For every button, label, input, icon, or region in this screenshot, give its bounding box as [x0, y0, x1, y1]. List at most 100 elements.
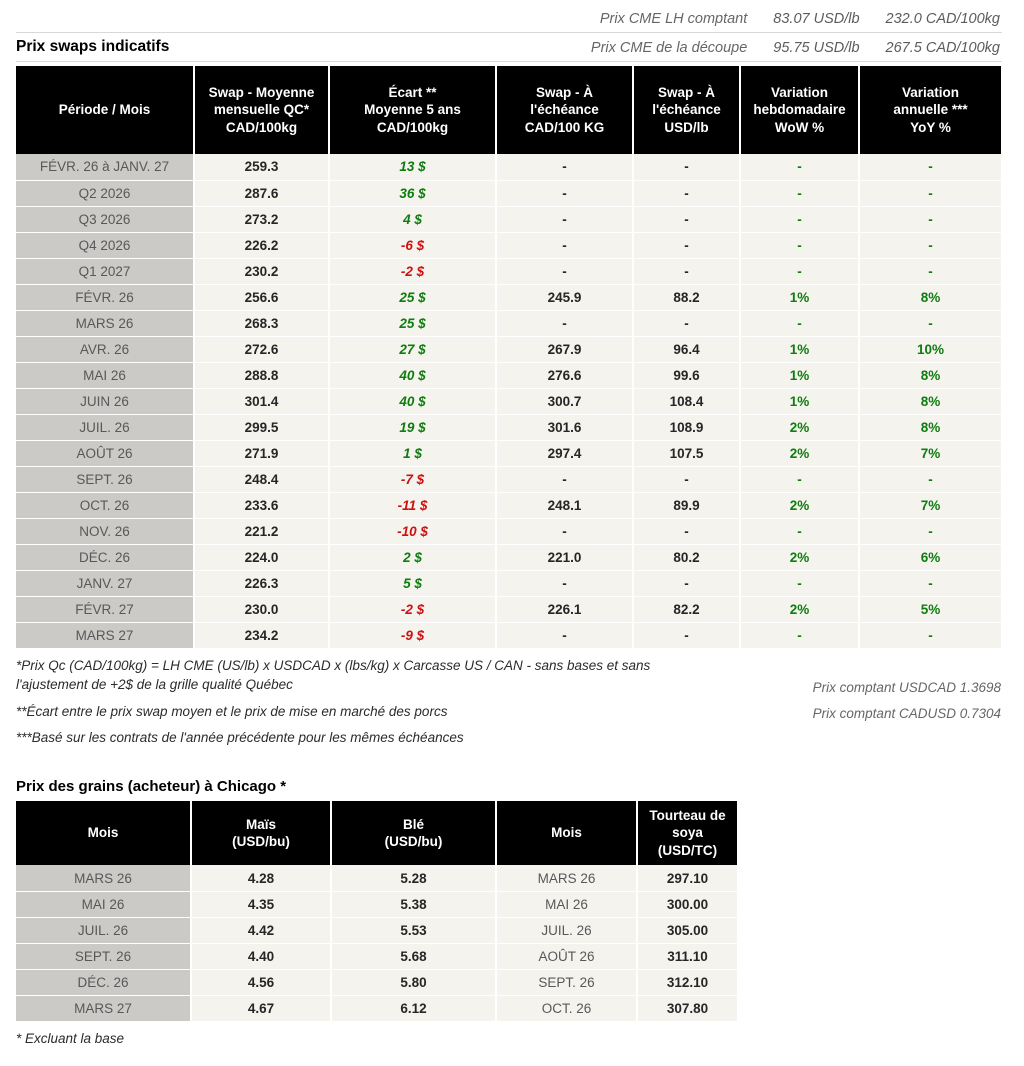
title-and-cutout-line: Prix swaps indicatifs Prix CME de la déc… [16, 33, 1002, 62]
soymeal-cell: 305.00 [637, 917, 737, 944]
swaps-table-row: AOÛT 26 271.9 1 $297.4 107.5 2% 7% [16, 440, 1001, 467]
swaps-table-row: Q1 2027 230.2 -2 $ - - - - [16, 258, 1001, 285]
ecart-cell: -7 $ [329, 466, 497, 493]
wow-cell: 2% [740, 492, 860, 519]
wow-cell: 1% [740, 362, 860, 389]
swap-avg-cell: 287.6 [194, 180, 330, 207]
grain-month2-cell: MAI 26 [496, 891, 638, 918]
grains-header-cell: Mois [16, 800, 192, 866]
grains-footnote: * Excluant la base [16, 1030, 125, 1046]
swap-expiry-cad-cell: - [496, 310, 634, 337]
ecart-cell: 19 $ [329, 414, 497, 441]
wow-cell: 1% [740, 284, 860, 311]
swaps-table-row: Q4 2026 226.2 -6 $ - - - - [16, 232, 1001, 259]
grains-title: Prix des grains (acheteur) à Chicago * [16, 777, 287, 795]
wow-cell: 2% [740, 596, 860, 623]
swap-expiry-usd-cell: - [633, 180, 741, 207]
grain-month2-cell: SEPT. 26 [496, 969, 638, 996]
corn-cell: 4.56 [191, 969, 332, 996]
swap-avg-cell: 301.4 [194, 388, 330, 415]
ecart-cell: -11 $ [329, 492, 497, 519]
swap-avg-cell: 248.4 [194, 466, 330, 493]
period-cell: AVR. 26 [16, 336, 195, 363]
swaps-table-row: AVR. 26 272.6 27 $267.9 96.4 1% 10% [16, 336, 1001, 363]
ecart-cell: 25 $ [329, 284, 497, 311]
grain-month2-cell: OCT. 26 [496, 995, 638, 1022]
footnote-row-1: *Prix Qc (CAD/100kg) = LH CME (US/lb) x … [16, 656, 1001, 695]
swap-expiry-usd-cell: 99.6 [633, 362, 741, 389]
swap-expiry-usd-cell: 108.9 [633, 414, 741, 441]
period-cell: DÉC. 26 [16, 544, 195, 571]
wheat-cell: 5.28 [331, 865, 497, 892]
period-cell: Q1 2027 [16, 258, 195, 285]
wow-cell: - [740, 258, 860, 285]
swap-expiry-cad-cell: 226.1 [496, 596, 634, 623]
grains-header-cell: Mois [496, 800, 638, 866]
period-cell: OCT. 26 [16, 492, 195, 519]
ecart-cell: 5 $ [329, 570, 497, 597]
period-cell: FÉVR. 26 à JANV. 27 [16, 154, 195, 181]
grain-month-cell: SEPT. 26 [16, 943, 192, 970]
period-cell: MARS 26 [16, 310, 195, 337]
swaps-footnotes: *Prix Qc (CAD/100kg) = LH CME (US/lb) x … [16, 656, 1001, 748]
yoy-cell: - [859, 570, 1001, 597]
cme-cutout-label: Prix CME de la découpe [590, 40, 748, 56]
swap-avg-cell: 226.3 [194, 570, 330, 597]
swap-expiry-usd-cell: - [633, 466, 741, 493]
wow-cell: - [740, 154, 860, 181]
wow-cell: - [740, 232, 860, 259]
ecart-cell: -10 $ [329, 518, 497, 545]
cme-cutout-usd: 95.75 USD/lb [773, 40, 860, 56]
swaps-header-cell: Période / Mois [16, 66, 195, 154]
cme-spot-label: Prix CME LH comptant [599, 11, 748, 27]
swaps-table-row: MARS 27 234.2 -9 $ - - - - [16, 622, 1001, 649]
yoy-cell: - [859, 466, 1001, 493]
swap-expiry-cad-cell: - [496, 232, 634, 259]
period-cell: Q2 2026 [16, 180, 195, 207]
swap-expiry-cad-cell: 267.9 [496, 336, 634, 363]
ecart-cell: 13 $ [329, 154, 497, 181]
yoy-cell: - [859, 180, 1001, 207]
swap-expiry-usd-cell: - [633, 570, 741, 597]
swap-expiry-cad-cell: 276.6 [496, 362, 634, 389]
yoy-cell: 7% [859, 492, 1001, 519]
swap-avg-cell: 273.2 [194, 206, 330, 233]
grain-month-cell: MARS 27 [16, 995, 192, 1022]
swaps-table-row: JANV. 27 226.3 5 $ - - - - [16, 570, 1001, 597]
swaps-header-cell: Swap - Moyenne mensuelle QC* CAD/100kg [194, 66, 330, 154]
yoy-cell: - [859, 310, 1001, 337]
yoy-cell: - [859, 622, 1001, 649]
yoy-cell: - [859, 518, 1001, 545]
swaps-table-row: OCT. 26 233.6 -11 $248.1 89.9 2% 7% [16, 492, 1001, 519]
swaps-table-row: Q2 2026 287.6 36 $ - - - - [16, 180, 1001, 207]
ecart-cell: 4 $ [329, 206, 497, 233]
swaps-table-row: NOV. 26 221.2 -10 $ - - - - [16, 518, 1001, 545]
swaps-table-row: JUIL. 26 299.5 19 $301.6 108.9 2% 8% [16, 414, 1001, 441]
wow-cell: 2% [740, 440, 860, 467]
grain-month-cell: JUIL. 26 [16, 917, 192, 944]
yoy-cell: 5% [859, 596, 1001, 623]
swaps-table-row: MARS 26 268.3 25 $ - - - - [16, 310, 1001, 337]
period-cell: NOV. 26 [16, 518, 195, 545]
period-cell: JANV. 27 [16, 570, 195, 597]
wow-cell: - [740, 310, 860, 337]
footnote-row-2: **Écart entre le prix swap moyen et le p… [16, 702, 1001, 722]
soymeal-cell: 307.80 [637, 995, 737, 1022]
ecart-cell: -6 $ [329, 232, 497, 259]
cadusd-rate: Prix comptant CADUSD 0.7304 [812, 706, 1001, 722]
swaps-header-cell: Variation hebdomadaire WoW % [740, 66, 860, 154]
grains-header-cell: Blé (USD/bu) [331, 800, 497, 866]
period-cell: Q4 2026 [16, 232, 195, 259]
swap-avg-cell: 271.9 [194, 440, 330, 467]
swap-expiry-usd-cell: - [633, 232, 741, 259]
grains-header-cell: Tourteau de soya (USD/TC) [637, 800, 737, 866]
wow-cell: - [740, 570, 860, 597]
swap-expiry-usd-cell: 107.5 [633, 440, 741, 467]
wow-cell: 2% [740, 544, 860, 571]
swaps-table: Période / Mois Swap - Moyenne mensuelle Q… [16, 66, 1001, 649]
swaps-table-row: FÉVR. 26 256.6 25 $245.9 88.2 1% 8% [16, 284, 1001, 311]
swap-expiry-cad-cell: - [496, 466, 634, 493]
period-cell: JUIN 26 [16, 388, 195, 415]
swap-expiry-cad-cell: 300.7 [496, 388, 634, 415]
cme-spot-cad: 232.0 CAD/100kg [885, 11, 1000, 27]
